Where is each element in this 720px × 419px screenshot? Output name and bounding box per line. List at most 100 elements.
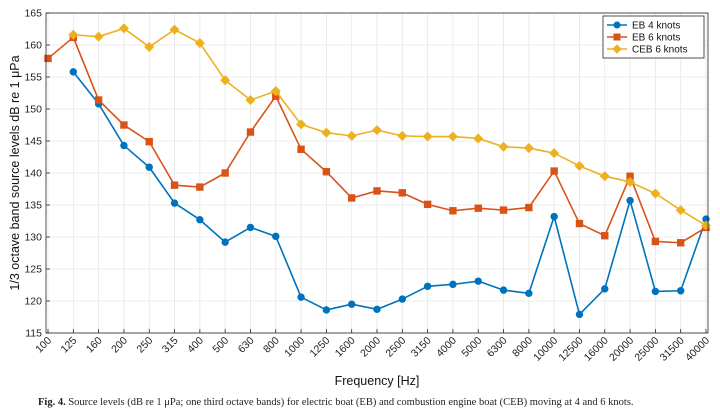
y-axis-ticks: 115 120 125 130 135 140 145 150 155 160 165 bbox=[24, 8, 50, 340]
x-tick-label: 250 bbox=[134, 335, 155, 356]
data-point bbox=[145, 137, 153, 146]
series-line bbox=[72, 71, 707, 316]
y-tick-label: 115 bbox=[25, 328, 42, 340]
y-axis-label: 1/3 octave band source levels dB re 1 μP… bbox=[8, 55, 22, 290]
x-tick-label: 16000 bbox=[582, 335, 611, 364]
x-tick-label: 630 bbox=[236, 335, 257, 356]
x-tick-label: 315 bbox=[160, 335, 181, 356]
data-point bbox=[69, 68, 78, 76]
data-point bbox=[422, 131, 433, 142]
data-point bbox=[474, 204, 482, 212]
x-tick-label: 2500 bbox=[383, 335, 408, 360]
data-point bbox=[245, 95, 256, 106]
data-point bbox=[398, 295, 407, 303]
data-point bbox=[525, 203, 533, 212]
caption-label: Fig. 4. bbox=[38, 397, 66, 408]
data-point bbox=[347, 194, 356, 202]
legend-label: CEB 6 knots bbox=[632, 45, 688, 56]
caption-text: Source levels (dB re 1 μPa; one third oc… bbox=[68, 397, 634, 408]
data-point bbox=[373, 305, 381, 314]
data-point bbox=[196, 216, 204, 224]
y-tick-label: 145 bbox=[24, 136, 42, 148]
legend-label: EB 4 knots bbox=[632, 21, 680, 32]
data-point bbox=[145, 163, 153, 171]
x-tick-label: 1000 bbox=[282, 335, 307, 360]
data-point bbox=[246, 223, 255, 232]
data-point bbox=[270, 86, 281, 97]
data-point bbox=[499, 206, 508, 214]
y-tick-label: 140 bbox=[24, 168, 42, 180]
data-point bbox=[220, 75, 231, 86]
data-point bbox=[120, 121, 128, 129]
x-tick-label: 20000 bbox=[607, 335, 636, 364]
data-point bbox=[601, 232, 609, 240]
data-point bbox=[574, 160, 585, 171]
data-point bbox=[196, 183, 204, 191]
series-line bbox=[73, 27, 707, 227]
data-point bbox=[170, 181, 179, 189]
x-tick-label: 800 bbox=[261, 335, 282, 356]
x-tick-label: 40000 bbox=[683, 335, 712, 364]
data-point bbox=[321, 127, 332, 138]
data-point bbox=[525, 289, 533, 298]
data-point bbox=[650, 188, 661, 199]
x-axis-ticks: 100 125 160 200 250 315 400 500 630 800 1000 1250 16… bbox=[33, 329, 712, 364]
data-point bbox=[423, 200, 432, 209]
data-point bbox=[676, 287, 685, 295]
y-tick-label: 135 bbox=[24, 200, 42, 212]
x-axis-label: Frequency [Hz] bbox=[335, 374, 420, 388]
y-tick-label: 150 bbox=[24, 104, 42, 116]
x-tick-label: 2000 bbox=[358, 335, 383, 360]
data-point bbox=[575, 219, 584, 228]
data-point bbox=[550, 167, 558, 175]
data-point bbox=[221, 238, 229, 246]
series-ceb-6-knots bbox=[68, 23, 712, 231]
y-tick-label: 125 bbox=[24, 264, 42, 276]
data-point bbox=[120, 141, 128, 150]
data-point bbox=[373, 187, 381, 195]
x-tick-label: 400 bbox=[185, 335, 206, 356]
data-point bbox=[599, 171, 610, 182]
y-tick-label: 165 bbox=[24, 8, 42, 20]
data-point bbox=[398, 189, 407, 197]
data-point bbox=[170, 199, 179, 207]
data-point bbox=[68, 29, 79, 40]
data-point bbox=[297, 145, 305, 154]
data-point bbox=[700, 220, 712, 231]
x-tick-label: 1250 bbox=[308, 335, 333, 360]
data-point bbox=[221, 169, 229, 177]
data-point bbox=[651, 237, 660, 246]
data-point bbox=[449, 280, 457, 289]
data-point bbox=[322, 306, 331, 314]
data-point bbox=[550, 212, 558, 221]
x-tick-label: 160 bbox=[84, 335, 105, 356]
data-point bbox=[474, 277, 482, 285]
data-point bbox=[651, 287, 660, 296]
data-point bbox=[297, 293, 305, 301]
y-tick-label: 160 bbox=[24, 40, 42, 52]
x-tick-label: 6300 bbox=[485, 335, 510, 360]
x-tick-label: 1600 bbox=[333, 335, 358, 360]
legend-label: EB 6 knots bbox=[632, 33, 680, 44]
data-point bbox=[601, 285, 609, 293]
x-tick-label: 5000 bbox=[459, 335, 484, 360]
data-point bbox=[498, 141, 509, 152]
data-point bbox=[447, 131, 458, 142]
x-tick-label: 125 bbox=[59, 335, 80, 356]
series-group bbox=[44, 23, 712, 319]
data-point bbox=[322, 168, 331, 176]
data-point bbox=[371, 125, 383, 136]
legend-entry: EB 4 knots bbox=[607, 21, 680, 32]
x-tick-label: 500 bbox=[210, 335, 231, 356]
data-point bbox=[625, 176, 636, 187]
data-point bbox=[449, 207, 457, 215]
data-point bbox=[194, 38, 205, 49]
data-point bbox=[675, 205, 686, 216]
legend-entry: CEB 6 knots bbox=[607, 44, 688, 56]
data-point bbox=[144, 41, 155, 52]
data-point bbox=[44, 54, 52, 63]
x-tick-label: 25000 bbox=[632, 335, 661, 364]
data-point bbox=[169, 24, 180, 35]
data-point bbox=[626, 196, 634, 205]
